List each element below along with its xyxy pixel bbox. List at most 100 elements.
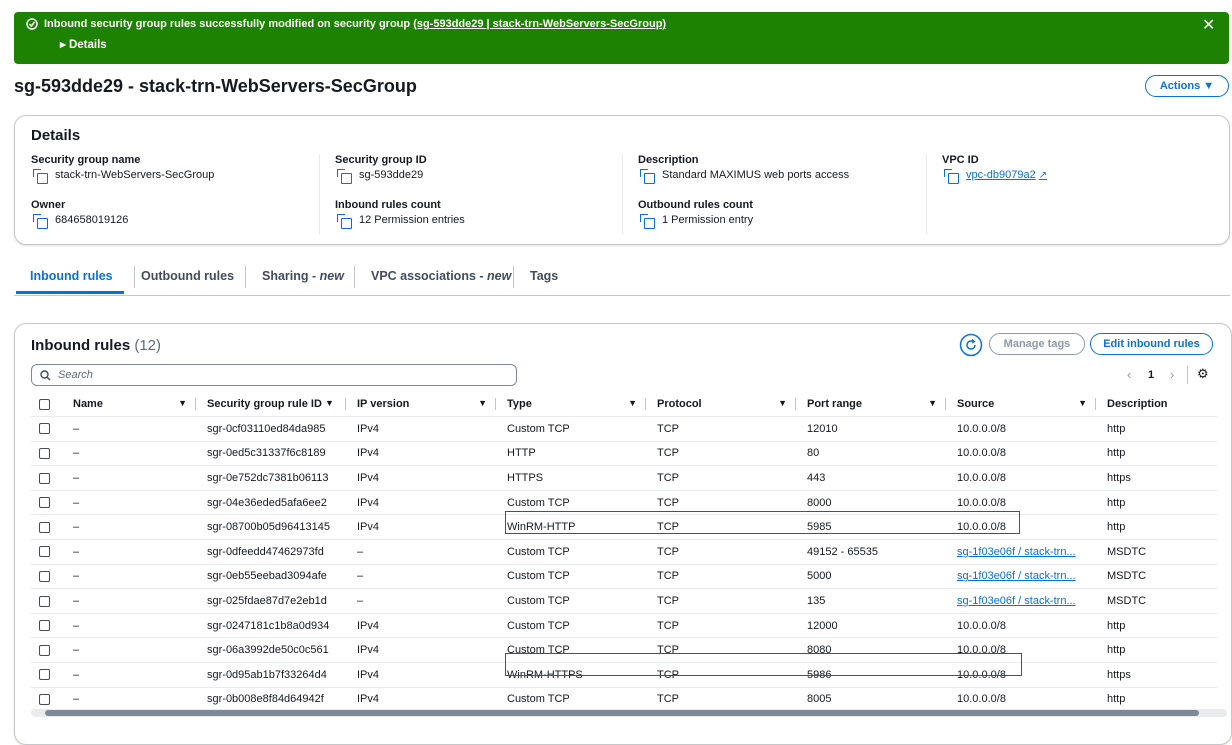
next-page[interactable]: › bbox=[1170, 367, 1175, 382]
source-link[interactable]: sg-1f03e06f / stack-trn... bbox=[957, 545, 1076, 558]
column-header[interactable]: Name ▼ bbox=[61, 392, 195, 417]
manage-tags-button[interactable]: Manage tags bbox=[989, 333, 1085, 355]
tab-label[interactable]: Sharing - bbox=[262, 269, 317, 283]
copy-icon[interactable] bbox=[33, 169, 48, 184]
cell: 8005 bbox=[795, 686, 945, 712]
prev-page[interactable]: ‹ bbox=[1127, 367, 1132, 382]
source-link[interactable]: sg-1f03e06f / stack-trn... bbox=[957, 594, 1076, 607]
tab-badge[interactable]: new bbox=[487, 269, 512, 283]
column-title[interactable]: Description bbox=[1107, 398, 1168, 410]
tab-label[interactable]: Outbound rules bbox=[141, 269, 235, 283]
tab[interactable]: Outbound rules bbox=[141, 269, 234, 283]
tab[interactable]: Sharing - new bbox=[262, 269, 344, 283]
scroll-thumb[interactable] bbox=[45, 710, 1199, 716]
tab[interactable]: Tags bbox=[530, 269, 558, 283]
checkbox[interactable] bbox=[39, 546, 50, 558]
column-title[interactable]: Port range bbox=[807, 398, 863, 410]
tab-label[interactable]: Tags bbox=[530, 269, 559, 283]
cell: 10.0.0.0/8 bbox=[945, 489, 1095, 515]
cell-text: TCP bbox=[657, 619, 679, 632]
column-title[interactable]: Name bbox=[73, 398, 103, 410]
banner-link[interactable]: (sg-593dde29 | stack-trn-WebServers-SecG… bbox=[413, 18, 667, 30]
cell: TCP bbox=[645, 637, 795, 663]
cell: – bbox=[345, 588, 495, 614]
copy-icon[interactable] bbox=[337, 169, 352, 184]
cell-text: IPv4 bbox=[357, 447, 380, 460]
tab[interactable]: VPC associations - new bbox=[371, 269, 511, 283]
close-button[interactable]: ✕ bbox=[1202, 17, 1216, 34]
checkbox[interactable] bbox=[39, 497, 50, 509]
cell: – bbox=[61, 686, 195, 712]
cell: 8000 bbox=[795, 489, 945, 515]
rule-row: – sgr-0e752dc7381b06113 IPv4 HTTPS TCP 443 10.… bbox=[31, 465, 1217, 491]
cell-text: sgr-0e752dc7381b06113 bbox=[207, 471, 329, 484]
actions-label[interactable]: Actions bbox=[1159, 80, 1201, 92]
cell-text: http bbox=[1107, 693, 1126, 706]
copy-icon[interactable] bbox=[640, 169, 655, 184]
vpc-link[interactable]: vpc-db9079a2 bbox=[966, 169, 1036, 181]
checkbox[interactable] bbox=[39, 398, 50, 410]
actions-button[interactable]: Actions ▼ bbox=[1145, 75, 1229, 97]
success-icon bbox=[26, 18, 38, 30]
checkbox[interactable] bbox=[39, 423, 50, 435]
column-header[interactable]: IP version ▼ bbox=[345, 392, 495, 417]
cell: TCP bbox=[645, 465, 795, 491]
column-title[interactable]: Source bbox=[957, 398, 995, 410]
row-select bbox=[31, 416, 61, 442]
copy-icon[interactable] bbox=[33, 214, 48, 229]
cell-text: IPv4 bbox=[357, 619, 380, 632]
cell: IPv4 bbox=[345, 514, 495, 540]
checkbox[interactable] bbox=[39, 447, 50, 459]
tab[interactable]: Inbound rules bbox=[30, 269, 113, 283]
tab-label[interactable]: Inbound rules bbox=[30, 269, 113, 283]
h-scrollbar[interactable] bbox=[31, 709, 1227, 717]
cell: 49152 - 65535 bbox=[795, 538, 945, 565]
search-box[interactable]: Search bbox=[31, 364, 517, 386]
select-all bbox=[31, 392, 61, 417]
checkbox[interactable] bbox=[39, 644, 50, 656]
checkbox[interactable] bbox=[39, 521, 50, 533]
cell-text: Custom TCP bbox=[507, 693, 570, 706]
column-header[interactable]: Type ▼ bbox=[495, 392, 645, 417]
copy-icon[interactable] bbox=[640, 214, 655, 229]
copy-icon[interactable] bbox=[944, 169, 959, 184]
checkbox[interactable] bbox=[39, 620, 50, 632]
banner-details[interactable]: ▸ Details bbox=[60, 39, 107, 51]
column-title[interactable]: Security group rule ID bbox=[207, 398, 322, 410]
checkbox[interactable] bbox=[39, 570, 50, 582]
column-header[interactable]: Port range ▼ bbox=[795, 392, 945, 417]
column-header[interactable]: Source ▼ bbox=[945, 392, 1095, 417]
field-value[interactable]: vpc-db9079a2 ↗ bbox=[942, 169, 1047, 184]
refresh-button[interactable] bbox=[959, 333, 983, 357]
source-link[interactable]: sg-1f03e06f / stack-trn... bbox=[957, 570, 1076, 583]
tab-label[interactable]: VPC associations - bbox=[371, 269, 484, 283]
details-toggle[interactable]: Details bbox=[68, 39, 107, 51]
column-header[interactable]: Description bbox=[1095, 392, 1217, 417]
cell-text: IPv4 bbox=[357, 521, 380, 534]
page-number[interactable]: 1 bbox=[1148, 369, 1155, 381]
copy-icon[interactable] bbox=[337, 214, 352, 229]
column-title[interactable]: Protocol bbox=[657, 398, 702, 410]
checkbox[interactable] bbox=[39, 595, 50, 607]
checkbox[interactable] bbox=[39, 693, 50, 705]
column-header[interactable]: Protocol ▼ bbox=[645, 392, 795, 417]
cell-text: IPv4 bbox=[357, 422, 380, 435]
column-title[interactable]: IP version bbox=[357, 398, 410, 410]
cell: 10.0.0.0/8 bbox=[945, 416, 1095, 442]
column-title[interactable]: Type bbox=[507, 398, 532, 410]
checkbox[interactable] bbox=[39, 472, 50, 484]
cell-text: – bbox=[73, 422, 80, 435]
cell-text: 10.0.0.0/8 bbox=[957, 422, 1006, 435]
checkbox[interactable] bbox=[39, 669, 50, 681]
cell: sgr-0d95ab1b7f33264d4 bbox=[195, 661, 345, 688]
cell-text: http bbox=[1107, 619, 1126, 632]
row-select bbox=[31, 661, 61, 688]
settings-button[interactable]: ⚙ bbox=[1197, 366, 1209, 381]
cell-text: – bbox=[357, 570, 364, 583]
column-header[interactable]: Security group rule ID ▼ bbox=[195, 392, 345, 417]
tab-badge[interactable]: new bbox=[319, 269, 344, 283]
cell-text: – bbox=[73, 644, 80, 657]
edit-rules-button[interactable]: Edit inbound rules bbox=[1090, 333, 1213, 355]
cell-text: IPv4 bbox=[357, 496, 380, 509]
cell: TCP bbox=[645, 440, 795, 466]
